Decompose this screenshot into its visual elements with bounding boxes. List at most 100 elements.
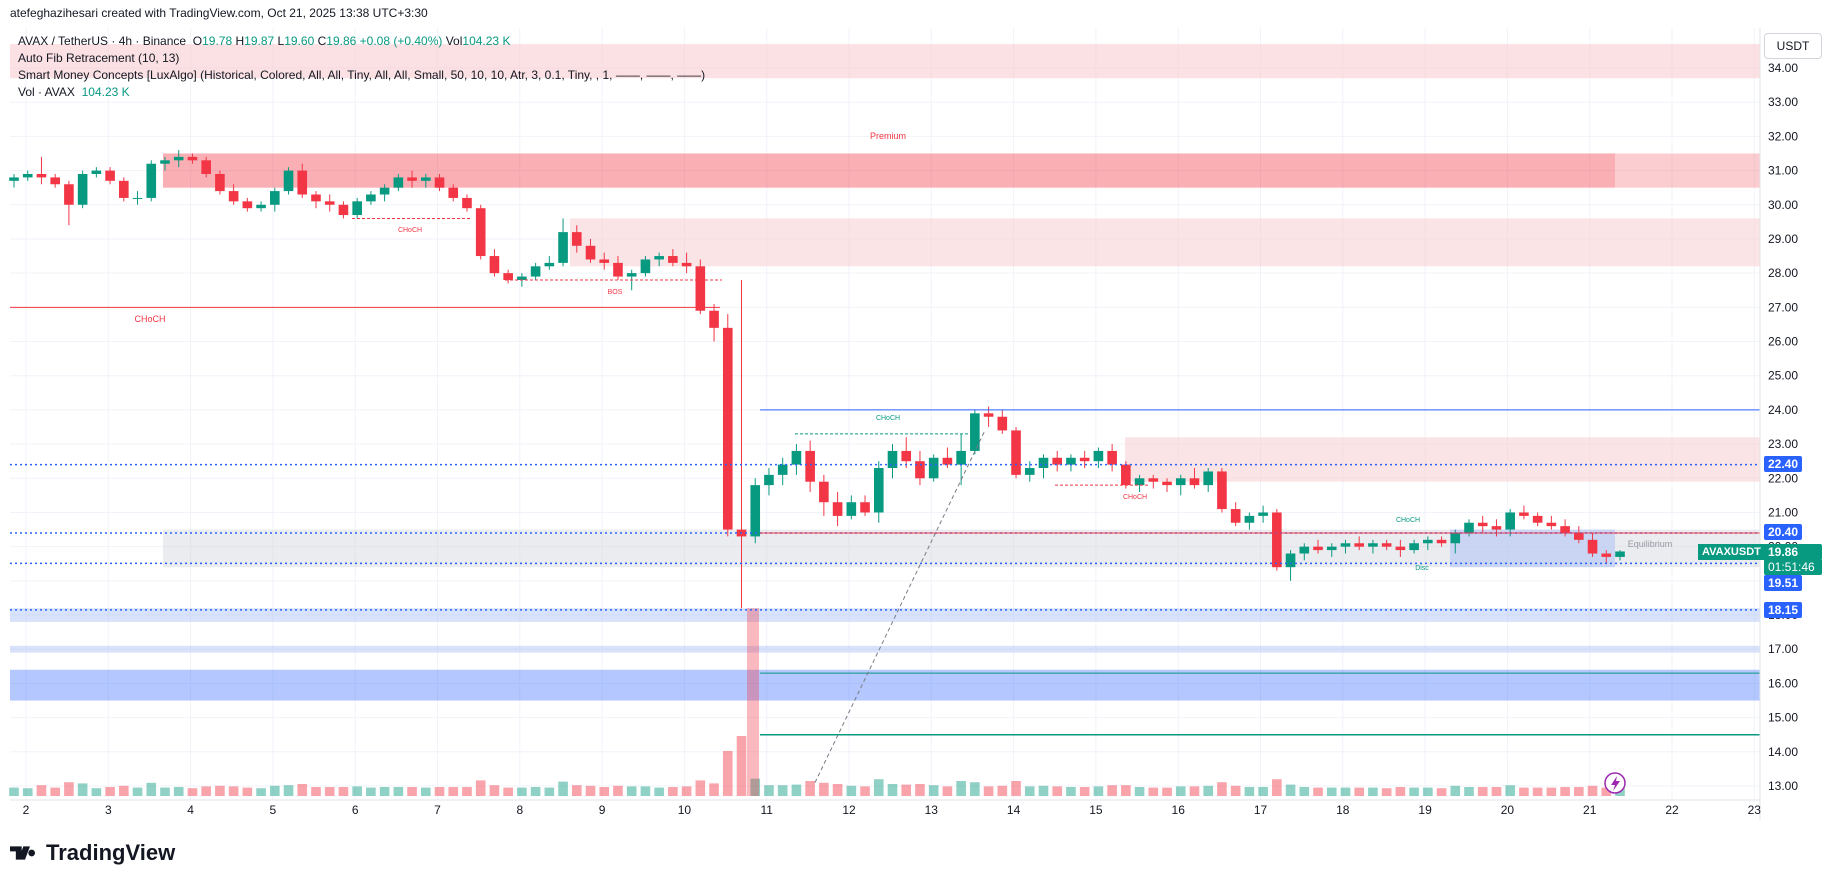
volume-bar <box>764 785 774 796</box>
volume-bar <box>1409 787 1419 796</box>
volume-bar <box>1532 787 1543 796</box>
candle-body <box>475 208 486 257</box>
candle-body <box>64 184 74 205</box>
candle-body <box>407 177 417 181</box>
volume-bar <box>1121 785 1131 796</box>
price-tick-label: 17.00 <box>1768 642 1798 656</box>
candle-body <box>640 259 651 274</box>
time-axis: 2 3 4 5 6 7 8 9 10 11 12 13 14 15 16 17 18 19 20 21 22 23 <box>10 799 1761 817</box>
choch-label-5: CHoCH <box>1396 517 1420 524</box>
currency-selector[interactable]: USDT <box>1764 33 1822 59</box>
candle-body <box>91 170 102 174</box>
candle-body <box>1340 543 1351 547</box>
candle-body <box>187 156 198 161</box>
candle-body <box>530 266 541 277</box>
low-value: 19.60 <box>284 34 315 48</box>
volume-bar <box>750 778 761 796</box>
high-label: H <box>235 34 245 48</box>
price-tick-label: 27.00 <box>1768 300 1798 314</box>
volume-bar <box>654 787 664 796</box>
price-tag-19-51: 19.51 <box>1764 575 1803 591</box>
candle-body <box>585 245 596 260</box>
equilibrium-label: Equilibrium <box>1628 539 1673 549</box>
time-tick-label: 15 <box>1089 803 1103 817</box>
symbol-title[interactable]: AVAX / TetherUS · 4h · Binance <box>18 34 187 48</box>
candle-body <box>681 262 692 267</box>
candle-body <box>9 177 19 181</box>
volume-bar <box>311 787 321 796</box>
candle-body <box>242 201 253 209</box>
price-tick-label: 23.00 <box>1768 437 1798 451</box>
volume-bar <box>1038 785 1049 796</box>
candle-body <box>77 173 88 205</box>
volume-bar <box>1423 787 1433 796</box>
candle-body <box>860 502 870 513</box>
price-axis: 34.00 33.00 32.00 31.00 30.00 29.00 28.00 27.00… <box>1759 28 1798 820</box>
smc-zones <box>10 44 1760 701</box>
candle-body <box>1203 471 1214 486</box>
time-tick-label: 20 <box>1501 803 1515 817</box>
volume-bar <box>873 779 884 796</box>
smc-indicator-row[interactable]: Smart Money Concepts [LuxAlgo] (Historic… <box>18 68 706 82</box>
candle-body <box>1477 522 1488 527</box>
candle-body <box>1354 543 1365 547</box>
volume-bar <box>1546 787 1557 796</box>
fib-indicator-row[interactable]: Auto Fib Retracement (10, 13) <box>18 51 180 65</box>
candle-body <box>1587 539 1598 554</box>
volume-bar <box>1313 787 1323 796</box>
candle-body <box>50 177 60 185</box>
volume-bar <box>1381 788 1392 796</box>
volume-bar <box>819 782 829 796</box>
candle-body <box>1121 464 1131 486</box>
volume-bar <box>256 788 266 796</box>
candle-body <box>1395 546 1406 551</box>
volume-bar <box>1574 787 1584 796</box>
price-tick-label: 28.00 <box>1768 266 1798 280</box>
volume-indicator-row[interactable]: Vol · AVAX 104.23 K <box>18 84 705 101</box>
volume-bar <box>1368 787 1378 796</box>
premium-label: Premium <box>870 131 906 141</box>
candle-body <box>709 310 719 328</box>
price-tick-label: 13.00 <box>1768 779 1798 793</box>
volume-bar <box>1560 787 1570 796</box>
candle-body <box>462 197 472 209</box>
volume-bar <box>860 786 870 796</box>
supply-zone-2 <box>1125 437 1760 482</box>
volume-bar <box>640 786 651 796</box>
volume-bar <box>1601 787 1612 796</box>
volume-bar <box>242 787 253 796</box>
candle-body <box>311 194 321 202</box>
candle-body <box>970 413 980 451</box>
candle-body <box>1217 471 1227 510</box>
time-tick-label: 21 <box>1583 803 1597 817</box>
volume-bar <box>228 786 239 796</box>
candle-body <box>887 450 898 469</box>
candle-body <box>1560 526 1570 533</box>
candle-body <box>1313 546 1323 551</box>
candle-body <box>1368 543 1378 547</box>
candle-body <box>1107 450 1117 465</box>
brand-name: TradingView <box>46 840 176 865</box>
symbol-row[interactable]: AVAX / TetherUS · 4h · Binance O19.78 H1… <box>18 33 705 50</box>
candle-body <box>764 474 774 486</box>
time-tick-label: 18 <box>1336 803 1350 817</box>
tradingview-logo[interactable]: TradingView <box>10 840 175 866</box>
volume-bar <box>915 784 925 796</box>
volume-bar <box>1272 779 1282 796</box>
price-tick-label: 21.00 <box>1768 505 1798 519</box>
volume-bar <box>1505 785 1515 796</box>
candle-body <box>1134 478 1145 486</box>
volume-bar <box>77 783 88 796</box>
candle-body <box>338 204 349 216</box>
volume-bar <box>324 787 335 796</box>
volume-bar <box>448 787 459 796</box>
volume-bar <box>1203 785 1214 796</box>
candle-body <box>269 191 280 205</box>
candle-body <box>1505 512 1515 530</box>
volume-bar <box>530 787 541 796</box>
candle-body <box>352 201 362 216</box>
volume-indicator-label: Vol · AVAX <box>18 85 75 99</box>
candle-body <box>1436 539 1447 544</box>
volume-bar <box>1519 787 1529 796</box>
